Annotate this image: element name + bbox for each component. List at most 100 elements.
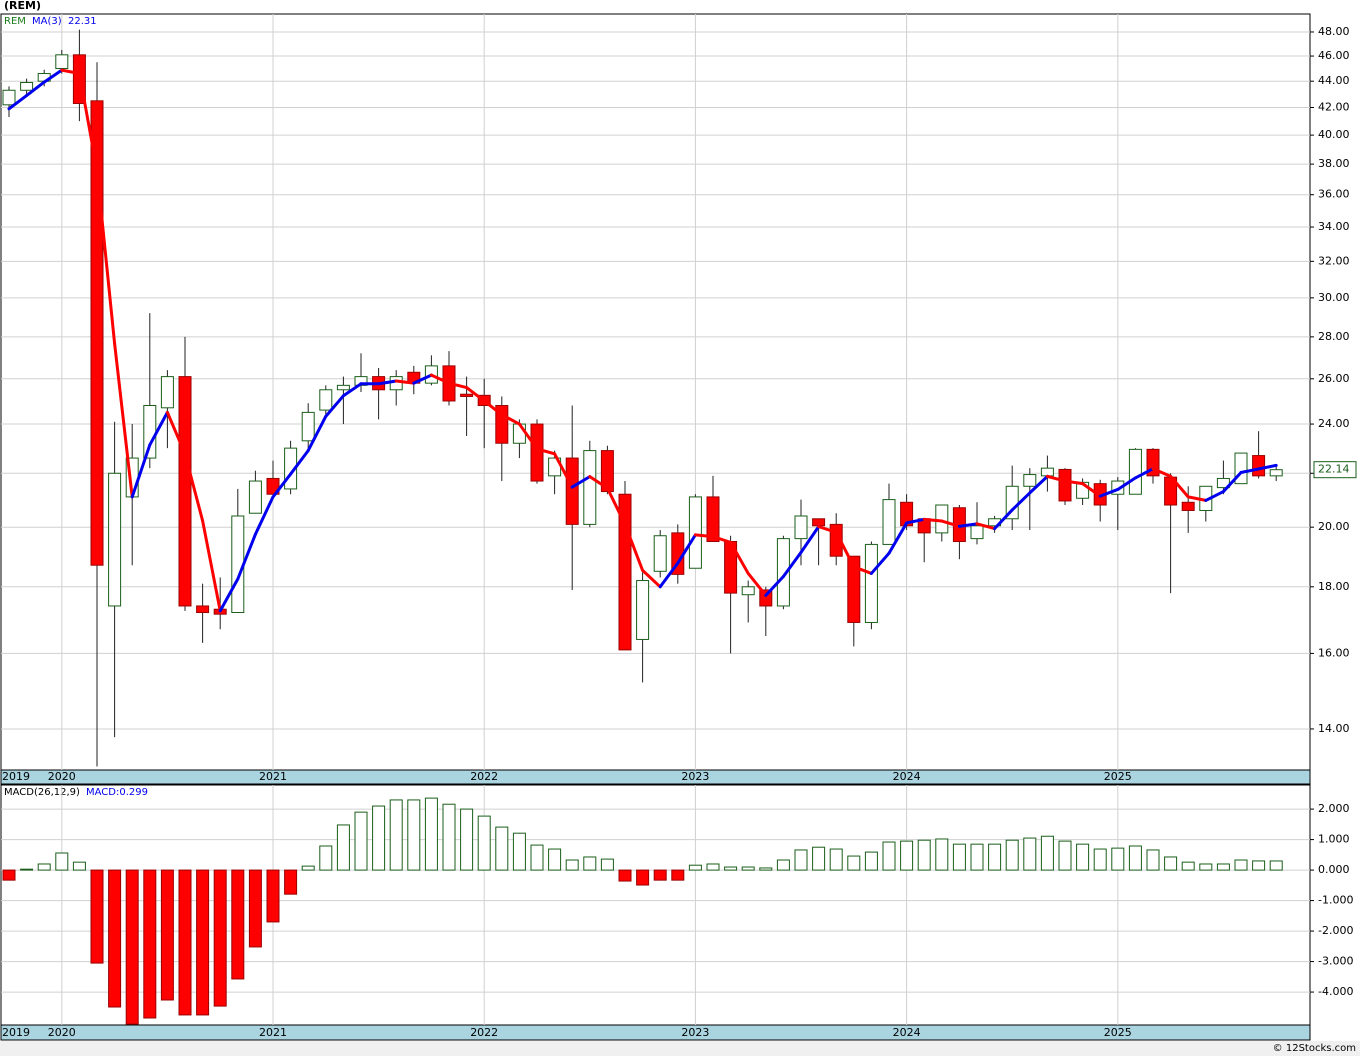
macd-bar [759, 867, 773, 871]
macd-bar [1216, 863, 1230, 871]
candle-body [530, 423, 544, 482]
ma-segment [289, 449, 310, 476]
macd-bar [548, 848, 562, 871]
ma-segment [729, 540, 750, 575]
macd-bar [248, 869, 262, 948]
ma-segment [799, 525, 821, 554]
candle-body [864, 543, 878, 623]
candle-body [143, 405, 157, 459]
x-tick-label: 2019 [2, 770, 30, 783]
macd-bar [372, 805, 386, 871]
x-tick-label: 2021 [259, 770, 287, 783]
x-tick-label: 2024 [893, 770, 921, 783]
legend-ma-value: 22.31 [68, 16, 97, 27]
ma-segment [852, 565, 873, 575]
candle-body [741, 586, 755, 596]
ma-segment [201, 519, 222, 613]
candle-body [706, 496, 720, 543]
ma-segment [658, 561, 680, 589]
macd-bar [178, 869, 192, 1016]
candle-body [196, 605, 210, 614]
ma-segment [1098, 487, 1120, 498]
y-tick-label: 44.00 [1318, 74, 1350, 87]
candle-body [1040, 467, 1054, 477]
candle-body [600, 450, 614, 493]
ma-segment [447, 381, 469, 390]
y-tick-label: -4.000 [1318, 985, 1353, 998]
macd-bar [231, 869, 245, 980]
macd-bar [636, 869, 650, 886]
ma-segment [1116, 476, 1137, 491]
macd-bar [1164, 856, 1178, 871]
y-tick-label: 0.000 [1318, 863, 1350, 876]
ma-segment [377, 379, 398, 386]
y-tick-label: -1.000 [1318, 894, 1353, 907]
candle-body [512, 423, 526, 444]
legend-symbol: REM [4, 16, 26, 27]
x-tick-label: 2025 [1104, 770, 1132, 783]
ma-segment [570, 475, 592, 489]
y-tick-label: 40.00 [1318, 128, 1350, 141]
macd-bar [530, 844, 544, 871]
macd-x-axis [0, 1024, 1311, 1041]
macd-bar [1076, 843, 1090, 871]
macd-bar [741, 866, 755, 871]
ma-segment [253, 495, 275, 536]
ma-segment [1133, 467, 1155, 480]
macd-bar [688, 864, 702, 871]
ma-segment [711, 535, 733, 544]
candle-body [1269, 469, 1283, 477]
ma-segment [1221, 471, 1243, 494]
macd-bar [988, 843, 1002, 871]
ma-segment [394, 379, 416, 385]
macd-bar [319, 845, 333, 871]
ma-segment [869, 551, 891, 575]
x-tick-label: 2022 [470, 1026, 498, 1039]
candle-body [248, 480, 262, 514]
macd-bar [1040, 835, 1054, 871]
y-tick-label: 34.00 [1318, 220, 1350, 233]
macd-bar [143, 869, 157, 1019]
macd-bar [477, 815, 491, 871]
x-tick-label: 2024 [893, 1026, 921, 1039]
ma-segment [77, 72, 99, 172]
ma-segment [1045, 474, 1067, 483]
ma-segment [993, 508, 1014, 531]
ma-segment [341, 382, 363, 398]
macd-bar [1005, 839, 1019, 871]
macd-bar [1199, 863, 1213, 871]
candle-body [90, 100, 104, 566]
candle-body [636, 580, 650, 640]
candle-body [583, 450, 597, 525]
macd-bar [1128, 845, 1142, 871]
y-tick-label: -2.000 [1318, 924, 1353, 937]
candle-body [776, 538, 790, 607]
ma-segment [1204, 490, 1225, 502]
ma-segment [1169, 474, 1190, 499]
macd-bar [671, 869, 685, 881]
macd-bar [407, 799, 421, 871]
candle-body [301, 411, 315, 442]
macd-bar [72, 861, 86, 871]
ma-segment [1239, 467, 1261, 475]
candle-body [160, 376, 174, 409]
x-tick-label: 2019 [2, 1026, 30, 1039]
macd-title: MACD(26,12,9) [4, 787, 80, 798]
candle-body [178, 376, 192, 607]
candle-body [1252, 455, 1266, 477]
ma-segment [641, 568, 662, 589]
ma-segment [1186, 495, 1208, 502]
ma-segment [500, 413, 521, 426]
ma-segment [25, 80, 46, 98]
source: © 12Stocks.com [1273, 1043, 1356, 1054]
ma-segment [218, 577, 240, 613]
macd-bar [706, 863, 720, 871]
legend-ma: MA(3) [32, 16, 62, 27]
macd-bar [125, 869, 139, 1025]
candle-body [266, 477, 280, 495]
candle-body [1181, 501, 1195, 511]
macd-bar [864, 851, 878, 871]
candle-body [1128, 448, 1142, 495]
macd-bar [442, 803, 456, 871]
macd-bar [1111, 847, 1125, 871]
